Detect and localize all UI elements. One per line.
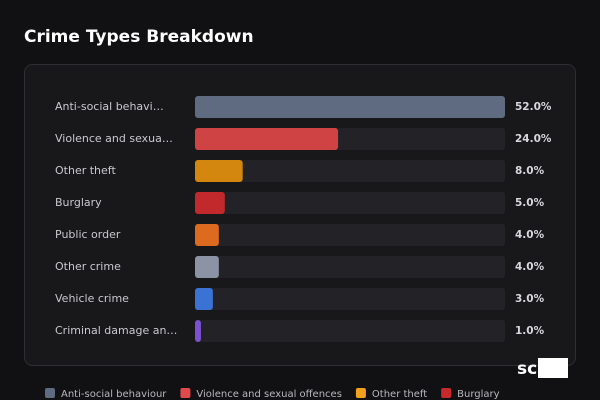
logo-box — [538, 358, 568, 378]
legend-swatch — [355, 388, 366, 398]
bar-track — [195, 320, 505, 342]
category-label: Public order — [55, 228, 121, 241]
value-label: 4.0% — [515, 229, 545, 241]
value-label: 52.0% — [515, 101, 552, 113]
bar — [195, 256, 219, 278]
bar — [195, 320, 201, 342]
bar — [195, 160, 243, 182]
value-label: 5.0% — [515, 197, 545, 209]
category-label: Burglary — [55, 196, 102, 209]
category-label: Other theft — [55, 164, 116, 177]
bar-track — [195, 160, 505, 182]
legend-label: Violence and sexual offences — [196, 389, 342, 400]
legend-swatch — [45, 388, 55, 398]
bar — [195, 128, 339, 150]
bar-track — [195, 224, 505, 246]
legend-label: Anti-social behaviour — [61, 389, 167, 400]
bar — [195, 192, 225, 214]
value-label: 24.0% — [515, 133, 552, 145]
bar — [195, 224, 219, 246]
legend-swatch — [441, 388, 452, 398]
category-label: Vehicle crime — [55, 292, 129, 305]
value-label: 1.0% — [515, 325, 545, 337]
bar-track — [195, 256, 505, 278]
category-label: Criminal damage an… — [55, 324, 177, 337]
chart-title: Crime Types Breakdown — [24, 27, 254, 47]
bar-track — [195, 192, 505, 214]
legend-swatch — [180, 388, 191, 398]
legend-label: Other theft — [372, 389, 427, 400]
logo: scOS — [517, 359, 564, 379]
category-label: Anti-social behavi… — [55, 100, 164, 113]
category-label: Violence and sexua… — [55, 132, 173, 145]
value-label: 3.0% — [515, 293, 545, 305]
bar — [195, 288, 213, 310]
category-label: Other crime — [55, 260, 121, 273]
value-label: 4.0% — [515, 261, 545, 273]
bar-track — [195, 288, 505, 310]
value-label: 8.0% — [515, 165, 545, 177]
bar — [195, 96, 505, 118]
legend-label: Burglary — [457, 389, 499, 400]
